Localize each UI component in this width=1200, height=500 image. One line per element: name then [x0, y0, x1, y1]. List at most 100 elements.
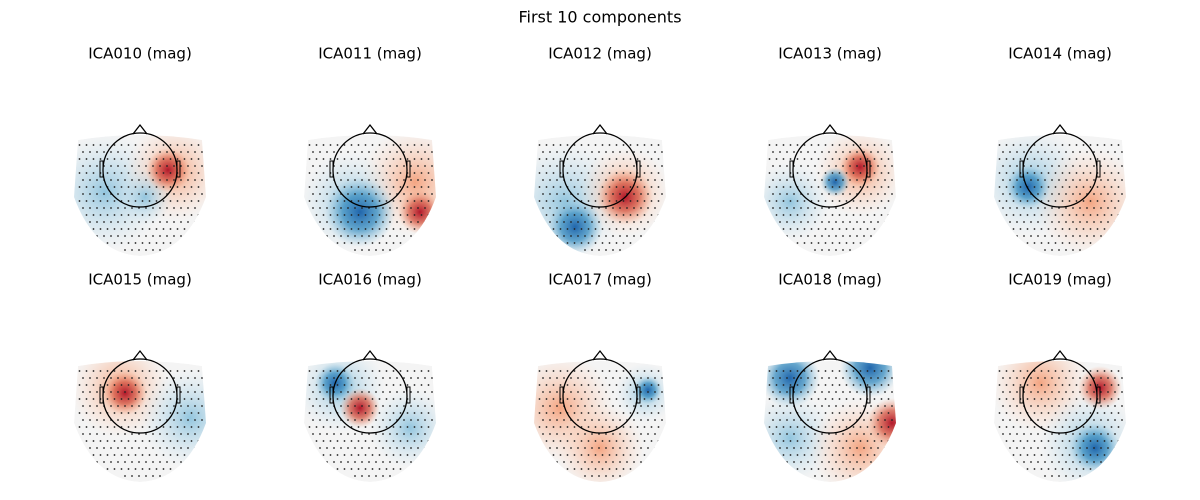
- sensor: [78, 172, 81, 174]
- sensor: [336, 172, 339, 174]
- sensor: [845, 398, 848, 400]
- sensor: [364, 384, 367, 386]
- sensor: [824, 172, 827, 174]
- sensor: [612, 249, 614, 251]
- sensor: [364, 242, 367, 244]
- sensor: [838, 370, 841, 372]
- sensor: [113, 440, 116, 442]
- map: [74, 361, 206, 482]
- sensor: [194, 165, 196, 167]
- sensor: [775, 172, 778, 174]
- sensor: [636, 440, 639, 442]
- sensor: [403, 151, 405, 153]
- sensor: [570, 391, 572, 393]
- sensor: [796, 468, 799, 470]
- sensor: [1040, 186, 1043, 188]
- sensor: [619, 475, 621, 477]
- sensor: [782, 370, 785, 372]
- sensor: [343, 440, 346, 442]
- sensor: [577, 377, 579, 379]
- sensor: [201, 179, 203, 181]
- sensor: [1103, 172, 1106, 174]
- sensor: [85, 412, 88, 414]
- sensor: [615, 440, 618, 442]
- sensor: [417, 391, 419, 393]
- sensor: [845, 158, 848, 160]
- sensor: [336, 144, 339, 146]
- sensor: [315, 370, 318, 372]
- sensor: [828, 165, 830, 167]
- sensor: [110, 151, 112, 153]
- sensor: [110, 405, 112, 407]
- sensor: [1093, 377, 1095, 379]
- sensor: [598, 165, 600, 167]
- sensor: [1044, 377, 1046, 379]
- sensor: [162, 398, 165, 400]
- sensor: [786, 235, 788, 237]
- sensor: [385, 426, 388, 428]
- sensor: [580, 468, 583, 470]
- sensor: [120, 370, 123, 372]
- sensor: [180, 433, 182, 435]
- sensor: [577, 179, 579, 181]
- sensor: [654, 165, 656, 167]
- sensor: [420, 158, 423, 160]
- sensor: [326, 433, 328, 435]
- sensor: [559, 384, 562, 386]
- sensor: [796, 144, 799, 146]
- sensor: [796, 370, 799, 372]
- sensor: [622, 144, 625, 146]
- sensor: [573, 426, 576, 428]
- sensor: [1082, 144, 1085, 146]
- sensor: [152, 221, 154, 223]
- sensor: [375, 193, 377, 195]
- sensor: [580, 144, 583, 146]
- sensor: [824, 214, 827, 216]
- topomap: [74, 349, 206, 482]
- sensor: [166, 377, 168, 379]
- sensor: [1054, 412, 1057, 414]
- sensor: [357, 186, 360, 188]
- sensor: [1100, 405, 1102, 407]
- sensor: [1061, 468, 1064, 470]
- sensor: [354, 249, 356, 251]
- sensor: [835, 377, 837, 379]
- sensor: [187, 433, 189, 435]
- sensor: [1100, 433, 1102, 435]
- sensor: [612, 165, 614, 167]
- sensor: [657, 158, 660, 160]
- sensor: [654, 391, 656, 393]
- sensor: [1026, 158, 1029, 160]
- sensor: [587, 426, 590, 428]
- sensor: [92, 144, 95, 146]
- sensor: [138, 377, 140, 379]
- sensor: [99, 454, 102, 456]
- sensor: [1012, 454, 1015, 456]
- sensor: [378, 440, 381, 442]
- sensor: [873, 398, 876, 400]
- sensor: [775, 384, 778, 386]
- sensor: [315, 186, 318, 188]
- sensor: [173, 235, 175, 237]
- sensor: [824, 398, 827, 400]
- sensor: [849, 221, 851, 223]
- sensor: [584, 151, 586, 153]
- sensor: [326, 377, 328, 379]
- sensor: [1121, 405, 1123, 407]
- sensor: [786, 193, 788, 195]
- sensor: [810, 440, 813, 442]
- sensor: [838, 228, 841, 230]
- sensor: [587, 398, 590, 400]
- sensor: [375, 433, 377, 435]
- sensor: [608, 214, 611, 216]
- sensor: [1079, 235, 1081, 237]
- sensor: [591, 179, 593, 181]
- sensor: [650, 370, 653, 372]
- sensor: [431, 193, 433, 195]
- sensor: [96, 193, 98, 195]
- sensor: [117, 461, 119, 463]
- sensor: [340, 405, 342, 407]
- sensor: [134, 398, 137, 400]
- sensor: [880, 144, 883, 146]
- sensor: [1121, 193, 1123, 195]
